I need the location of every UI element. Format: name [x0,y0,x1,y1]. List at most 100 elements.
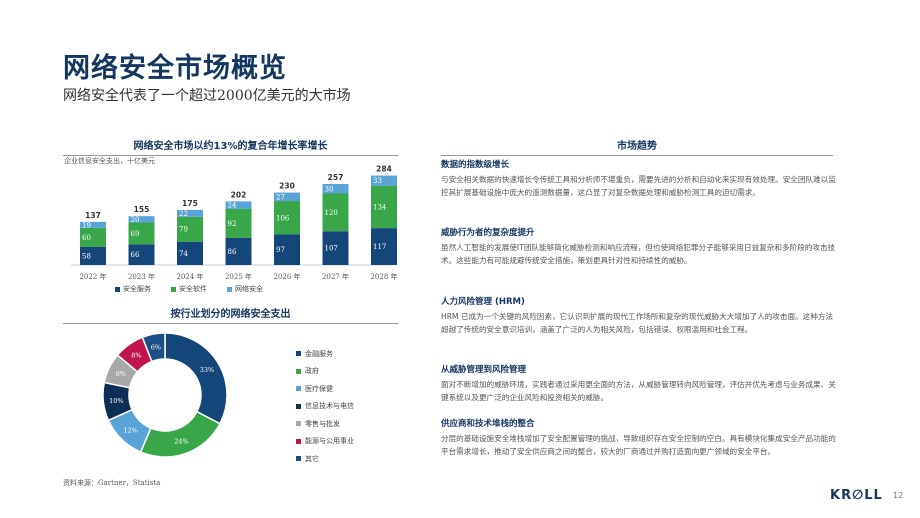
bar-segment [177,216,203,242]
bar-value-label: 106 [276,214,290,222]
bar-segment [80,227,106,247]
trend-body: HRM 已成为一个关键的风险因素，它认识到扩展的现代工作场所和复杂的现代威胁大大… [441,312,834,334]
bar-value-label: 66 [131,251,140,259]
slice-value-label: 8% [131,352,141,360]
bar-total-label: 230 [279,182,295,191]
bar-segment [128,244,155,265]
trend-body: 与安全相关数据的快速增长令传统工具和分析师不堪重负，需要先进的分析和自动化来实现… [441,175,836,197]
trend-title: 人力风险管理 (HRM) [441,297,525,307]
slice-value-label: 33% [200,366,214,374]
donut-chart: 33% 24% 12% 10% 8% 8% 6% [102,332,228,458]
bar-value-label: 33 [373,177,382,185]
bar-value-label: 19 [82,221,91,229]
legend-label: 其它 [305,454,319,463]
trend-title: 数据的指数级增长 [441,160,510,170]
slice-value-label: 24% [174,438,188,446]
pie-section-title: 按行业划分的网络安全支出 [63,305,398,324]
trend-item: 人力风险管理 (HRM) HRM 已成为一个关键的风险因素，它认识到扩展的现代工作… [441,295,836,336]
donut-slice [141,332,166,363]
bar-segment [225,237,252,265]
legend-label: 安全服务 [123,285,151,293]
trend-section-title: 市场趋势 [441,137,833,156]
legend-swatch [171,286,176,292]
legend-swatch [296,351,301,357]
trend-body: 虽然人工智能的发展使IT团队能够简化威胁检测和响应流程，但也使网络犯罪分子能够采… [441,243,836,265]
bar-total-label: 155 [134,205,150,214]
x-tick-label: 2023 年 [128,272,155,281]
bar-total-label: 202 [231,190,247,199]
legend-label: 能源与公用事业 [305,437,354,446]
bar-segment [128,216,155,223]
bar-segment [225,201,252,209]
trend-item: 数据的指数级增长与安全相关数据的快速增长令传统工具和分析师不堪重负，需要先进的分… [441,158,836,199]
bar-segment [274,201,300,235]
legend-label: 政府 [305,367,319,376]
trend-item: 威胁行为者的复杂度提升虽然人工智能的发展使IT团队能够简化威胁检测和响应流程，但… [441,226,836,267]
legend-item: 零售与批发 [296,415,354,433]
legend-label: 安全软件 [179,285,207,293]
legend-label: 信息技术与电信 [305,402,354,411]
bar-segment [80,246,106,265]
bar-value-label: 107 [325,245,338,253]
page-number: 12 [893,491,904,500]
trend-body: 面对不断增加的威胁环境，实践者通过采用更全面的方法，从威胁管理转向风险管理，评估… [441,380,836,402]
bar-value-label: 24 [228,202,237,210]
bar-value-label: 79 [179,226,188,234]
x-tick-label: 2028 年 [370,272,397,281]
legend-item: 网络安全 [227,284,263,294]
legend-item: 医疗保健 [296,380,354,398]
bar-value-label: 74 [179,250,188,258]
legend-swatch [296,456,301,462]
legend-swatch [115,286,120,292]
trend-body: 分层的基础设施安全堆栈增加了安全配置管理的挑战，导致组织存在安全控制的空白。具有… [441,434,836,456]
bar-value-label: 134 [373,204,387,212]
slice-value-label: 10% [109,397,123,405]
slice-value-label: 6% [151,343,161,351]
kroll-logo: KR∅LL [830,488,883,503]
legend-item: 金融服务 [296,345,354,363]
slice-value-label: 8% [116,370,126,378]
trend-title: 威胁行为者的复杂度提升 [441,228,535,238]
slice-value-label: 12% [123,426,137,434]
bar-total-label: 175 [182,199,198,208]
bar-segment [371,185,397,229]
bar-segment [80,221,106,228]
bar-value-label: 27 [276,193,285,201]
x-tick-label: 2022 年 [79,272,106,281]
bar-segment [274,192,300,202]
bar-value-label: 60 [82,234,91,242]
bar-value-label: 58 [82,252,91,260]
pie-legend: 金融服务政府医疗保健信息技术与电信 零售与批发能源与公用事业 其它 [296,345,354,468]
legend-swatch [296,368,301,374]
legend-item: 信息技术与电信 [296,398,354,416]
bar-value-label: 20 [131,216,140,224]
x-tick-label: 2027 年 [322,272,349,281]
bar-value-label: 22 [179,210,188,218]
trend-title: 从威胁管理到风险管理 [441,365,527,375]
bar-value-label: 92 [228,220,237,228]
trend-item: 供应商和技术堆栈的整合 分层的基础设施安全堆栈增加了安全配置管理的挑战，导致组织存… [441,417,836,458]
bar-segment [225,208,252,238]
bar-value-label: 69 [131,230,140,238]
legend-label: 网络安全 [235,285,263,293]
legend-label: 医疗保健 [305,384,333,393]
trend-item: 从威胁管理到风险管理面对不断增加的威胁环境，实践者通过采用更全面的方法，从威胁管… [441,363,836,404]
page-title: 网络安全市场概览 [63,53,287,84]
bar-segment [177,241,203,265]
source-note: 资料来源：Gartner，Statista [63,479,161,487]
legend-label: 零售与批发 [305,419,340,428]
legend-item: 安全服务 [115,284,151,294]
legend-swatch [296,438,301,444]
x-tick-label: 2024 年 [176,272,203,281]
legend-swatch [296,421,301,427]
bar-segment [322,231,349,265]
bar-value-label: 97 [276,246,285,254]
bar-section-title: 网络安全市场以约13%的复合年增长率增长 [63,137,398,156]
legend-item: 其它 [296,450,354,468]
bar-segment [128,222,155,245]
bar-segment [371,228,397,265]
bar-total-label: 257 [328,173,344,182]
legend-item: 能源与公用事业 [296,433,354,451]
bar-segment [371,175,397,186]
